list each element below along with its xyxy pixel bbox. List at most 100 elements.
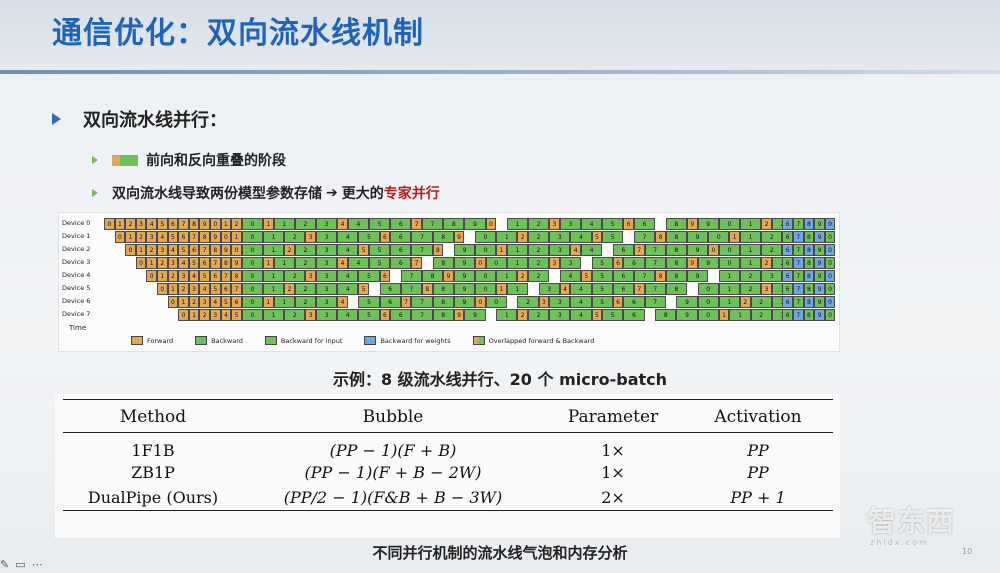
device-label: Device 3 [62,258,91,266]
schedule-cell: 9 [231,257,242,269]
sub-bullet-storage: 双向流水线导致两份模型参数存储 ➔ 更大的 专家并行 [92,183,440,203]
comparison-table-panel: Method Bubble Parameter Activation 1F1B … [55,394,840,538]
schedule-cell: 0 [485,218,497,230]
schedule-cell: 5 [602,218,624,230]
schedule-cell: 5 [358,283,369,295]
schedule-cell: 8 [803,283,815,295]
slides-icon[interactable]: ▭ [15,558,26,571]
schedule-cell: 9 [443,270,454,282]
schedule-cell: 6 [379,283,401,295]
schedule-cell: 7 [793,309,804,321]
time-axis-label: Time [69,324,87,332]
schedule-cell: 0 [241,231,263,243]
schedule-cell: 6 [623,309,645,321]
schedule-cell: 4 [210,296,221,308]
schedule-cell: 7 [793,296,804,308]
schedule-cell: 7 [400,270,422,282]
header-bubble: Bubble [243,399,543,433]
schedule-cell: 5 [358,309,380,321]
schedule-cell: 2 [146,244,157,256]
schedule-cell: 1 [718,296,740,308]
schedule-cell: 1 [220,218,232,230]
schedule-cell: 6 [379,270,391,282]
cell-method: ZB1P [131,463,175,482]
cell-bubble: (PP/2 − 1)(F&B + B − 3W) [243,485,543,511]
schedule-cell: 2 [528,231,550,243]
schedule-cell: 7 [793,244,804,256]
schedule-cell: 1 [273,296,295,308]
device-label: Device 6 [62,297,91,305]
main-bullet-text: 双向流水线并行： [83,110,227,131]
schedule-cell: 2 [528,244,550,256]
sub-bullet-triangle-icon [92,189,98,197]
legend-swatch [472,336,485,345]
schedule-cell: 7 [634,283,645,295]
schedule-cell: 5 [591,309,603,321]
sub-bullet-triangle-icon [92,156,98,164]
schedule-cell: 3 [761,283,772,295]
schedule-cell: 5 [369,244,391,256]
schedule-cell: 1 [231,231,242,243]
schedule-cell: 9 [453,296,475,308]
schedule-cell: 1 [740,231,762,243]
menu-icon[interactable]: ⋯ [31,558,43,571]
schedule-cell: 2 [528,270,550,282]
schedule-cell: 7 [644,257,666,269]
pipeline-legend: Forward Backward Backward for input Backwar… [131,336,594,345]
schedule-cell: 6 [612,244,634,256]
schedule-cell: 1 [178,296,189,308]
schedule-cell: 7 [634,244,645,256]
schedule-cell: 8 [422,283,433,295]
schedule-cell: 8 [665,270,687,282]
schedule-cell: 0 [475,283,497,295]
header-activation: Activation [683,399,833,433]
schedule-cell: 5 [369,257,391,269]
schedule-cell: 0 [824,244,836,256]
legend-swatch [264,336,277,345]
schedule-cell: 1 [718,283,740,295]
presentation-toolbar[interactable]: ✎ ▭ ⋯ [0,558,43,571]
schedule-cell: 0 [241,309,263,321]
schedule-cell: 9 [697,257,719,269]
schedule-cell: 2 [157,257,168,269]
schedule-cell: 0 [697,309,719,321]
schedule-cell: 6 [782,257,793,269]
schedule-cell: 8 [655,309,677,321]
schedule-cell: 6 [612,257,624,269]
schedule-cell: 0 [241,270,263,282]
schedule-cell: 2 [294,218,316,230]
pen-icon[interactable]: ✎ [0,558,10,571]
schedule-cell: 2 [294,283,316,295]
schedule-cell: 1 [496,231,518,243]
schedule-cell: 6 [220,283,232,295]
schedule-cell: 6 [379,296,401,308]
schedule-cell: 0 [146,270,157,282]
schedule-cell: 7 [411,244,433,256]
schedule-cell: 7 [644,296,666,308]
schedule-cell: 5 [591,283,613,295]
schedule-cell: 7 [400,296,412,308]
schedule-cell: 0 [241,296,263,308]
overlap-label: 前向和反向重叠的阶段 [146,153,286,169]
schedule-cell: 4 [570,283,592,295]
schedule-cell: 6 [379,231,391,243]
schedule-cell: 0 [241,283,263,295]
schedule-cell: 7 [400,283,422,295]
schedule-cell: 2 [761,231,783,243]
schedule-cell: 6 [782,244,793,256]
device-label: Device 7 [62,310,91,318]
main-bullet: 双向流水线并行： [52,106,227,132]
schedule-cell: 6 [782,218,793,230]
schedule-cell: 5 [581,270,592,282]
schedule-cell: 2 [199,309,210,321]
title-divider [0,70,1000,74]
schedule-cell: 6 [167,218,179,230]
schedule-cell: 3 [316,283,338,295]
schedule-cell: 9 [676,309,698,321]
schedule-cell: 6 [231,296,242,308]
schedule-cell: 2 [284,309,306,321]
schedule-cell: 6 [612,296,624,308]
schedule-cell: 8 [432,283,454,295]
schedule-cell: 8 [432,257,454,269]
schedule-cell: 3 [538,283,560,295]
